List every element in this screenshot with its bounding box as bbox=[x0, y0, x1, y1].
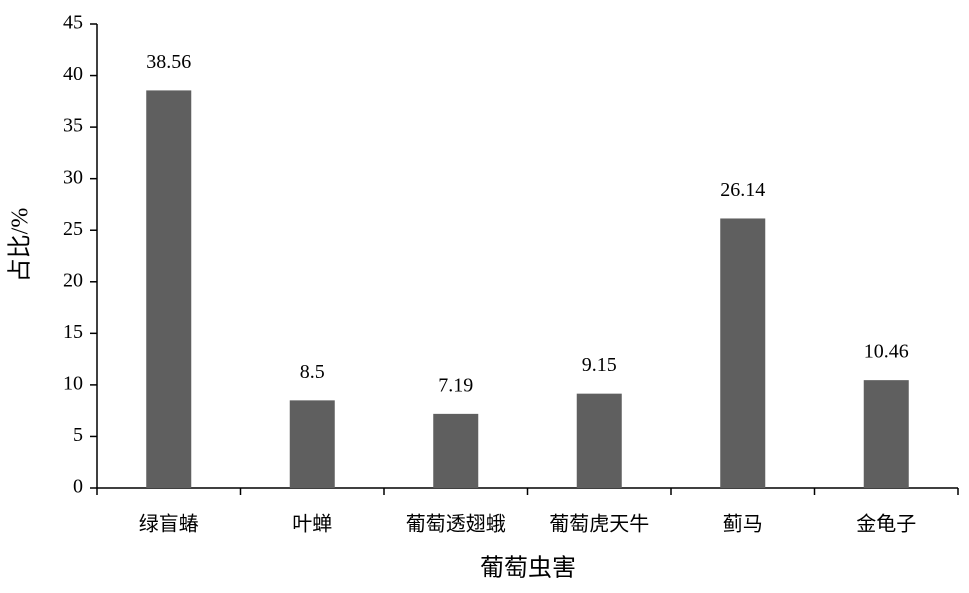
data-label: 26.14 bbox=[720, 179, 765, 201]
y-tick-label: 45 bbox=[63, 12, 83, 34]
y-tick-label: 15 bbox=[63, 321, 83, 343]
bar bbox=[863, 380, 909, 488]
data-label: 10.46 bbox=[864, 341, 909, 363]
x-axis-label: 葡萄虫害 bbox=[480, 555, 576, 582]
x-tick-label: 叶蝉 bbox=[292, 513, 332, 536]
y-tick-label: 20 bbox=[63, 269, 83, 291]
x-tick-label: 金龟子 bbox=[856, 513, 916, 536]
y-tick-label: 25 bbox=[63, 218, 83, 240]
y-tick-label: 30 bbox=[63, 166, 83, 188]
data-label: 7.19 bbox=[438, 374, 473, 396]
y-tick-label: 40 bbox=[63, 63, 83, 85]
bar bbox=[289, 400, 335, 488]
x-tick-label: 葡萄虎天牛 bbox=[549, 513, 649, 536]
y-axis-label: 占比/% bbox=[7, 208, 34, 283]
bar bbox=[146, 90, 192, 488]
y-tick-label: 0 bbox=[73, 476, 83, 498]
bar bbox=[433, 413, 479, 488]
y-tick-label: 10 bbox=[63, 372, 83, 394]
bar bbox=[576, 393, 622, 488]
data-label: 9.15 bbox=[582, 354, 617, 376]
y-tick-label: 35 bbox=[63, 115, 83, 137]
y-tick-label: 5 bbox=[73, 424, 83, 446]
data-label: 8.5 bbox=[300, 361, 325, 383]
data-label: 38.56 bbox=[146, 51, 191, 73]
x-tick-label: 蓟马 bbox=[723, 513, 763, 536]
x-tick-label: 葡萄透翅蛾 bbox=[406, 513, 506, 536]
x-tick-label: 绿盲蝽 bbox=[139, 513, 199, 536]
bar bbox=[720, 218, 766, 488]
